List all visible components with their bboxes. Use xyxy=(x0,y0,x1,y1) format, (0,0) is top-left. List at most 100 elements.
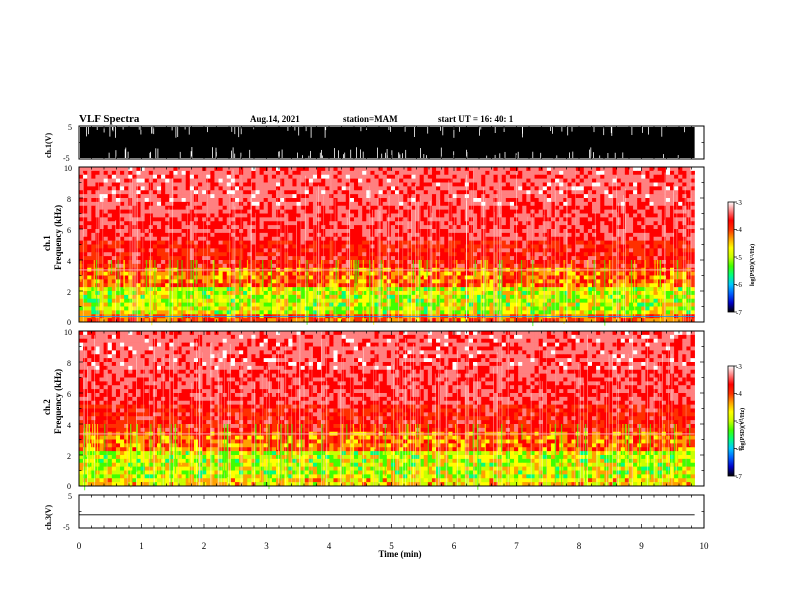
spectrogram-cell xyxy=(165,194,170,199)
spectrogram-cell xyxy=(637,194,642,199)
spectrogram-cell xyxy=(382,240,388,245)
spectrogram-cell xyxy=(251,225,256,230)
spectrogram-cell xyxy=(653,217,658,222)
spectrogram-cell xyxy=(255,186,260,191)
spectrogram-cell xyxy=(477,194,482,199)
spectrogram-cell xyxy=(247,263,252,269)
spectrogram-cell xyxy=(312,232,318,238)
spectrogram-cell xyxy=(653,275,658,280)
spectrogram-cell xyxy=(263,178,269,183)
spectrogram-cell xyxy=(292,170,297,176)
spectrogram-cell xyxy=(280,167,285,172)
spectrogram-cell xyxy=(267,178,273,183)
spectrogram-cell xyxy=(152,244,158,249)
spectrogram-cell xyxy=(579,201,585,207)
spectrogram-cell xyxy=(173,209,178,214)
spectrogram-cell xyxy=(79,217,84,222)
spectrogram-cell xyxy=(473,256,478,261)
spectrogram-cell xyxy=(263,236,269,241)
spectrogram-cell xyxy=(280,201,285,207)
spectrogram-cell xyxy=(362,209,367,214)
spectrogram-cell xyxy=(571,167,576,172)
spectrogram-cell xyxy=(115,174,121,179)
spectrogram-cell xyxy=(489,209,494,214)
spectrogram-cell xyxy=(665,167,671,172)
spectrogram-cell xyxy=(358,213,363,218)
spectrogram-cell xyxy=(407,190,412,195)
spectrogram-cell xyxy=(637,236,642,241)
spectrogram-cell xyxy=(218,240,223,245)
spectrogram-cell xyxy=(271,201,277,207)
spectrogram-cell xyxy=(587,256,593,261)
spectrogram-cell xyxy=(251,244,256,249)
spectrogram-cell xyxy=(411,225,416,230)
spectrogram-cell xyxy=(587,194,593,199)
spectrogram-cell xyxy=(91,248,96,253)
spectrogram-cell xyxy=(148,240,154,245)
spectrogram-cell xyxy=(284,232,289,238)
spectrogram-cell xyxy=(460,225,466,230)
spectrogram-cell xyxy=(559,221,564,226)
ch1-waveform-gap xyxy=(108,152,110,158)
spectrogram-cell xyxy=(678,263,683,269)
spectrogram-cell xyxy=(308,225,314,230)
spectrogram-cell xyxy=(407,271,412,276)
spectrogram-cell xyxy=(304,221,310,226)
station-label: station=MAM xyxy=(343,114,398,124)
spectrogram-cell xyxy=(276,213,281,218)
spectrogram-cell xyxy=(177,178,182,183)
spectrogram-cell xyxy=(546,182,552,187)
spectrogram-cell xyxy=(628,194,634,199)
spectrogram-cell xyxy=(271,225,277,230)
spectrogram-cell xyxy=(612,244,617,249)
spectrogram-cell xyxy=(358,201,363,207)
spectrogram-cell xyxy=(284,283,289,288)
spectrogram-cell xyxy=(202,287,207,292)
spectrogram-cell xyxy=(218,221,223,226)
spectrogram-cell xyxy=(456,240,461,245)
spectrogram-cell xyxy=(509,256,515,261)
spectrogram-cell xyxy=(267,225,273,230)
spectrogram-cell xyxy=(579,229,585,234)
spectrogram-cell xyxy=(419,198,425,203)
ch1-waveform-gap xyxy=(503,127,505,132)
spectrogram-cell xyxy=(132,190,137,195)
spectrogram-cell xyxy=(329,213,334,218)
spectrogram-cell xyxy=(555,205,560,210)
spectrogram-cell xyxy=(337,283,342,288)
spectrogram-cell xyxy=(624,236,630,241)
spectrogram-cell xyxy=(124,256,129,261)
spectrogram-cell xyxy=(128,236,133,241)
spectrogram-cell xyxy=(641,283,646,288)
spectrogram-cell xyxy=(505,167,511,172)
spectrogram-cell xyxy=(341,244,347,249)
ch1-waveform-gap xyxy=(532,151,534,159)
spectrogram-cell xyxy=(649,170,654,176)
spectrogram-cell xyxy=(509,275,515,280)
spectrogram-cell xyxy=(399,190,404,195)
spectrogram-cell xyxy=(136,205,141,210)
spectrogram-cell xyxy=(665,236,671,241)
spectrogram-cell xyxy=(452,209,457,214)
spectrogram-cell xyxy=(526,225,531,230)
spectrogram-cell xyxy=(366,252,371,257)
spectrogram-cell xyxy=(218,252,223,257)
spectrogram-cell xyxy=(333,256,338,261)
spectrogram-cell xyxy=(583,283,589,288)
spectrogram-cell xyxy=(604,232,609,238)
spectrogram-cell xyxy=(485,221,490,226)
spectrogram-cell xyxy=(653,263,658,269)
spectrogram-cell xyxy=(419,229,425,234)
spectrogram-cell xyxy=(546,209,552,214)
spectrogram-cell xyxy=(276,190,281,195)
spectrogram-cell xyxy=(403,186,408,191)
spectrogram-cell xyxy=(526,182,531,187)
spectrogram-cell xyxy=(267,209,273,214)
spectrogram-cell xyxy=(678,190,683,195)
spectrogram-cell xyxy=(300,252,306,257)
spectrogram-cell xyxy=(411,194,416,199)
spectrogram-cell xyxy=(501,248,507,253)
spectrogram-cell xyxy=(325,213,330,218)
spectrogram-cell xyxy=(325,263,330,269)
spectrogram-cell xyxy=(243,217,248,222)
